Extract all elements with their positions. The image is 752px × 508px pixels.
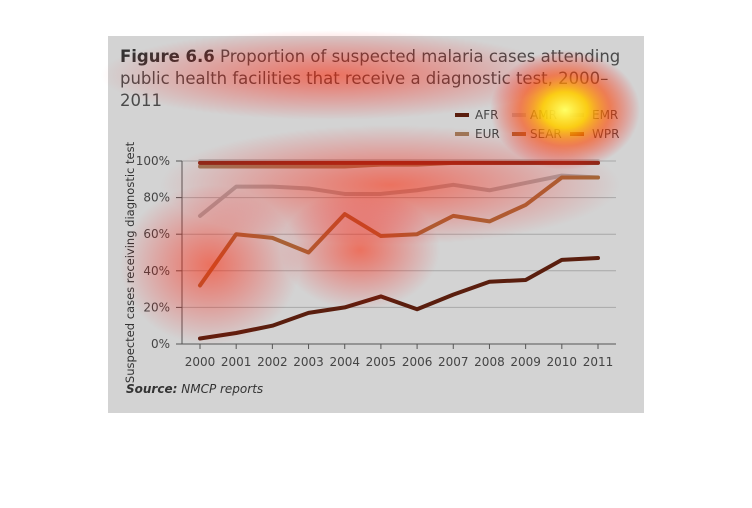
legend-label-emr: EMR [592,108,618,122]
y-tick-label: 20% [143,300,170,314]
legend-label-wpr: WPR [592,127,619,141]
legend-label-afr: AFR [475,108,498,122]
x-tick-label: 2008 [474,355,505,369]
x-tick-label: 2000 [185,355,216,369]
legend: AFR AMR EMR EUR SEAR WPR [455,108,619,141]
y-tick-label: 100% [136,154,170,168]
source-text: NMCP reports [181,382,264,396]
y-tick-label: 80% [143,191,170,205]
y-axis-label: Suspected cases receiving diagnostic tes… [123,141,137,383]
heat-spot-title [100,30,560,120]
x-tick-label: 2010 [547,355,578,369]
x-tick-label: 2009 [510,355,541,369]
x-tick-label: 2003 [293,355,324,369]
legend-label-sear: SEAR [530,127,562,141]
y-tick-label: 40% [143,264,170,278]
source-note: Source: NMCP reports [126,382,263,396]
x-tick-label: 2006 [402,355,433,369]
legend-label-eur: EUR [475,127,500,141]
x-tick-label: 2007 [438,355,469,369]
x-tick-label: 2005 [366,355,397,369]
source-label: Source: [126,382,178,396]
y-tick-label: 0% [151,337,170,351]
x-tick-label: 2001 [221,355,252,369]
legend-label-amr: AMR [530,108,557,122]
x-tick-label: 2002 [257,355,288,369]
x-tick-label: 2011 [583,355,614,369]
y-tick-label: 60% [143,227,170,241]
series-layer [198,159,600,341]
series-line-afr [198,255,600,341]
x-tick-label: 2004 [329,355,360,369]
